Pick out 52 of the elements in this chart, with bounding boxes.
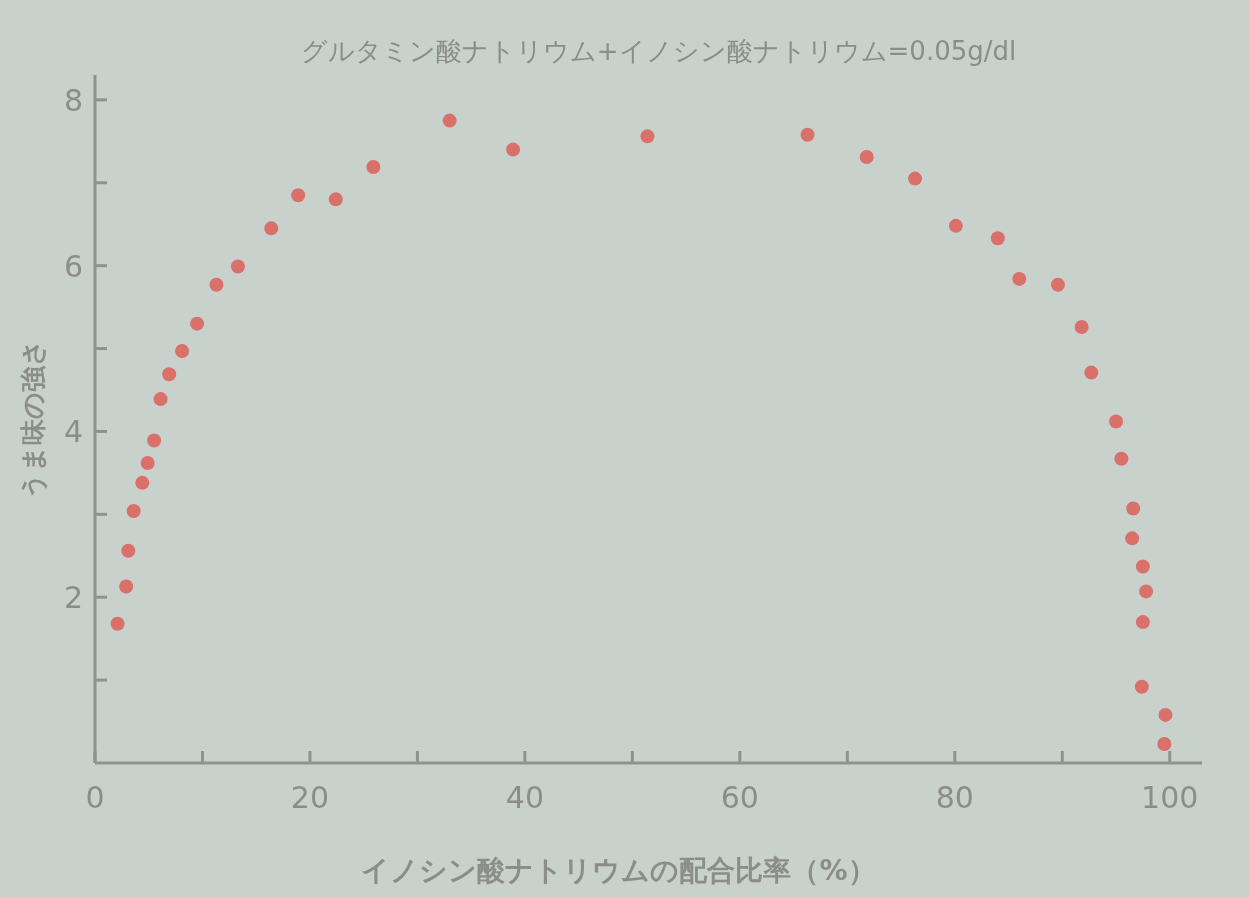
point [1050,277,1065,292]
point [175,344,190,359]
point [366,160,381,175]
point [1157,736,1172,751]
x-axis-title: イノシン酸ナトリウムの配合比率（%） [361,854,876,887]
point [126,504,141,519]
point [859,150,874,165]
point [147,433,162,448]
point [328,192,343,207]
point [264,221,279,236]
x-tick-label: 80 [935,780,974,815]
point [153,392,168,407]
point [1012,271,1027,286]
point [1139,584,1154,599]
x-tick-label: 100 [1141,780,1199,815]
chart-title: グルタミン酸ナトリウム+イノシン酸ナトリウム=0.05g/dl [300,36,1017,66]
point [1125,531,1140,546]
x-tick-label: 40 [505,780,544,815]
point [1126,501,1141,516]
y-tick-label: 6 [63,248,83,284]
point [442,113,457,128]
point [908,171,923,186]
point [1109,414,1124,429]
point [110,616,125,631]
point [162,367,177,382]
point [121,543,136,558]
point [1135,615,1150,630]
point [291,188,306,203]
y-tick-label: 2 [63,580,83,616]
point [190,316,205,331]
x-tick-label: 0 [85,780,105,815]
x-tick-label: 60 [720,780,759,815]
y-tick-label: 4 [63,414,83,450]
point [948,218,963,233]
point [1135,559,1150,574]
point [1158,707,1173,722]
x-tick-label: 20 [290,780,330,815]
point [800,127,815,142]
point [640,129,655,144]
y-tick-label: 8 [63,82,83,118]
point [506,142,521,157]
point [1074,319,1089,334]
point [140,455,155,470]
point [119,579,134,594]
point [135,475,150,490]
point [1084,365,1099,380]
y-axis-title: うま味の強さ [18,339,48,499]
point [1114,451,1129,466]
point [990,231,1005,246]
point [230,259,245,274]
point [209,277,224,292]
point [1134,679,1149,694]
